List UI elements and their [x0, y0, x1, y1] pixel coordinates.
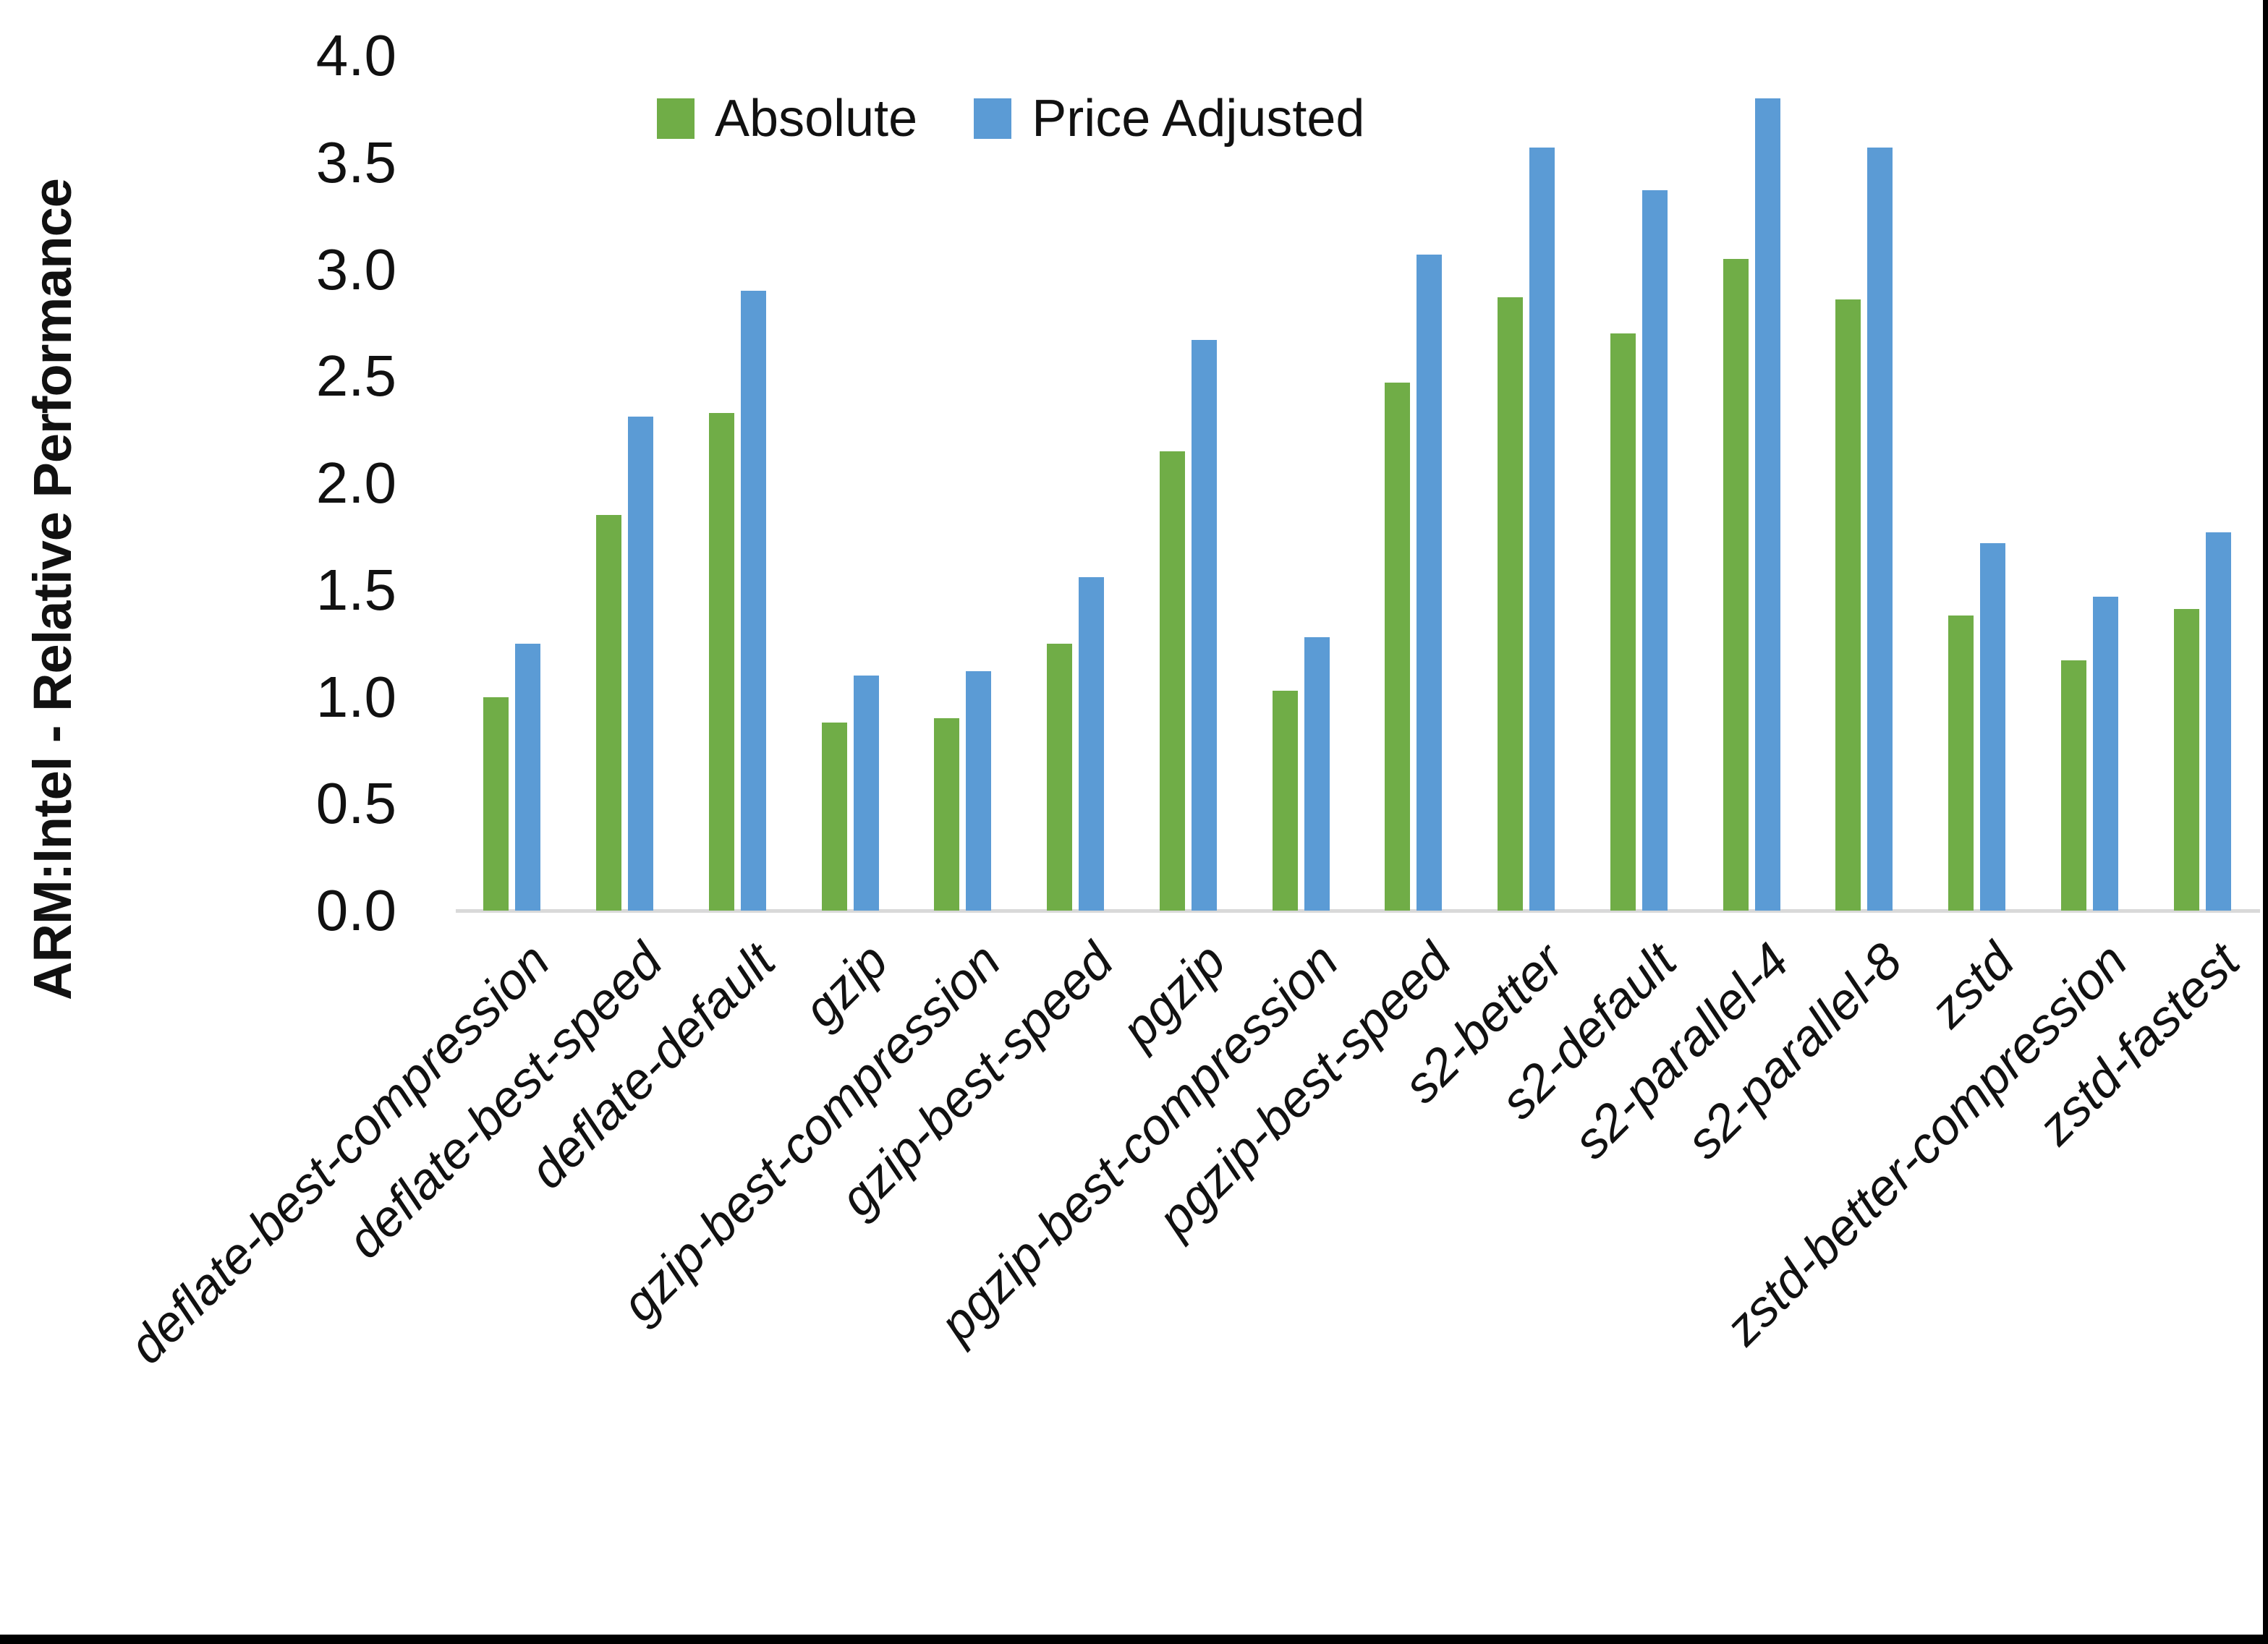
bar-price-adjusted — [740, 291, 766, 911]
bar-price-adjusted — [515, 643, 541, 911]
bar-price-adjusted — [1529, 148, 1555, 911]
bar-price-adjusted — [2205, 532, 2231, 911]
page-bottom-border — [0, 1635, 2268, 1644]
x-axis-label: gzip — [792, 932, 899, 1039]
bar-absolute — [1948, 616, 1974, 911]
bar-price-adjusted — [1191, 340, 1217, 911]
bar-absolute — [1610, 333, 1636, 911]
bar-absolute — [1272, 690, 1298, 911]
legend: Absolute Price Adjusted — [657, 93, 1364, 145]
legend-item-price-adjusted: Price Adjusted — [974, 93, 1364, 145]
bar-price-adjusted — [1304, 636, 1330, 911]
bar-absolute — [596, 515, 622, 911]
bar-price-adjusted — [628, 417, 654, 911]
y-tick-label: 3.5 — [315, 129, 396, 195]
bar-absolute — [1723, 258, 1749, 911]
y-tick-label: 4.0 — [315, 23, 396, 88]
y-tick-label: 1.5 — [315, 557, 396, 622]
y-tick-label: 0.0 — [315, 878, 396, 942]
bar-absolute — [1159, 451, 1185, 911]
x-axis-label: deflate-best-compression — [118, 932, 561, 1375]
bar-price-adjusted — [1867, 148, 1893, 911]
bar-price-adjusted — [853, 675, 879, 911]
bar-absolute — [1385, 383, 1411, 911]
x-axis-label: zstd — [1919, 932, 2025, 1039]
bar-absolute — [821, 722, 847, 911]
y-tick-label: 0.5 — [315, 771, 396, 836]
legend-swatch-absolute-icon — [657, 98, 695, 139]
y-tick-label: 1.0 — [315, 664, 396, 729]
bar-absolute — [2173, 609, 2199, 911]
x-axis-line — [456, 909, 2260, 913]
bar-price-adjusted — [2092, 596, 2118, 911]
bar-absolute — [483, 697, 509, 911]
legend-label-price-adjusted: Price Adjusted — [1032, 90, 1365, 148]
bar-absolute — [1047, 643, 1073, 911]
bar-absolute — [2060, 660, 2086, 911]
bar-price-adjusted — [1641, 190, 1668, 911]
y-tick-label: 3.0 — [315, 237, 396, 302]
bar-absolute — [1835, 299, 1861, 911]
y-tick-label: 2.5 — [315, 344, 396, 409]
bar-price-adjusted — [1754, 98, 1780, 911]
bar-price-adjusted — [966, 671, 992, 911]
y-tick-label: 2.0 — [315, 451, 396, 515]
bar-price-adjusted — [1980, 542, 2006, 911]
legend-swatch-price-adjusted-icon — [974, 98, 1012, 139]
legend-item-absolute: Absolute — [657, 93, 917, 145]
page-right-border — [2263, 0, 2268, 1644]
bar-absolute — [1498, 297, 1524, 911]
bar-price-adjusted — [1079, 577, 1105, 911]
bar-price-adjusted — [1417, 254, 1443, 911]
legend-label-absolute: Absolute — [715, 90, 918, 148]
bar-absolute — [708, 412, 734, 911]
plot-area — [456, 56, 2259, 911]
bar-absolute — [934, 718, 960, 911]
